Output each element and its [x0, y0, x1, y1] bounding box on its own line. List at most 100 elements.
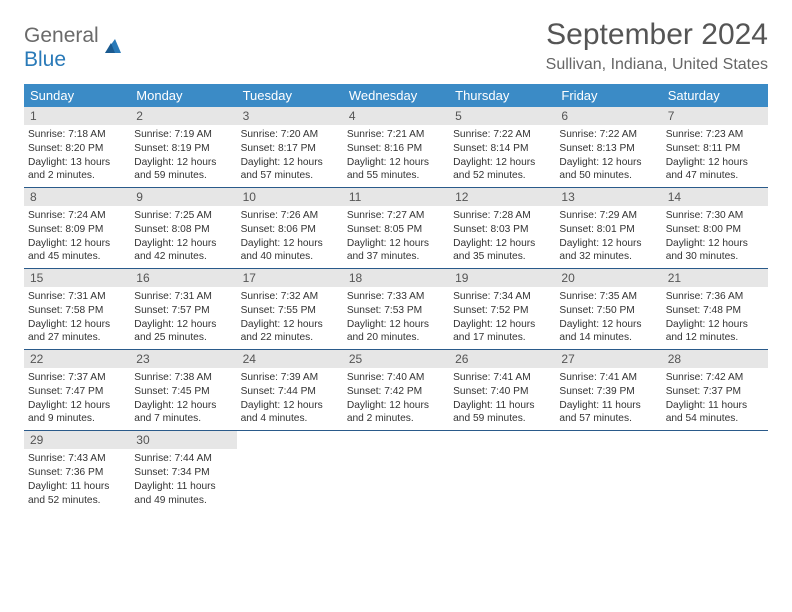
- sunrise-text: Sunrise: 7:42 AM: [666, 371, 764, 385]
- daylight-text: Daylight: 12 hours and 17 minutes.: [453, 318, 551, 346]
- daylight-text: Daylight: 12 hours and 35 minutes.: [453, 237, 551, 265]
- empty-cell: [343, 431, 449, 511]
- sunset-text: Sunset: 7:52 PM: [453, 304, 551, 318]
- daylight-text: Daylight: 11 hours and 57 minutes.: [559, 399, 657, 427]
- day-cell: 26Sunrise: 7:41 AMSunset: 7:40 PMDayligh…: [449, 350, 555, 430]
- sunset-text: Sunset: 7:48 PM: [666, 304, 764, 318]
- sunset-text: Sunset: 8:19 PM: [134, 142, 232, 156]
- day-body: Sunrise: 7:39 AMSunset: 7:44 PMDaylight:…: [237, 368, 343, 430]
- day-body: Sunrise: 7:19 AMSunset: 8:19 PMDaylight:…: [130, 125, 236, 187]
- day-number: 5: [449, 107, 555, 125]
- day-body: Sunrise: 7:25 AMSunset: 8:08 PMDaylight:…: [130, 206, 236, 268]
- day-body: Sunrise: 7:21 AMSunset: 8:16 PMDaylight:…: [343, 125, 449, 187]
- day-number: 28: [662, 350, 768, 368]
- day-cell: 18Sunrise: 7:33 AMSunset: 7:53 PMDayligh…: [343, 269, 449, 349]
- day-header-saturday: Saturday: [662, 84, 768, 107]
- sunrise-text: Sunrise: 7:33 AM: [347, 290, 445, 304]
- daylight-text: Daylight: 12 hours and 57 minutes.: [241, 156, 339, 184]
- day-cell: 13Sunrise: 7:29 AMSunset: 8:01 PMDayligh…: [555, 188, 661, 268]
- sunset-text: Sunset: 7:37 PM: [666, 385, 764, 399]
- day-body: Sunrise: 7:38 AMSunset: 7:45 PMDaylight:…: [130, 368, 236, 430]
- week-row: 8Sunrise: 7:24 AMSunset: 8:09 PMDaylight…: [24, 188, 768, 269]
- sunrise-text: Sunrise: 7:43 AM: [28, 452, 126, 466]
- daylight-text: Daylight: 12 hours and 37 minutes.: [347, 237, 445, 265]
- day-number: 20: [555, 269, 661, 287]
- sunrise-text: Sunrise: 7:22 AM: [453, 128, 551, 142]
- day-cell: 29Sunrise: 7:43 AMSunset: 7:36 PMDayligh…: [24, 431, 130, 511]
- sunrise-text: Sunrise: 7:37 AM: [28, 371, 126, 385]
- daylight-text: Daylight: 12 hours and 27 minutes.: [28, 318, 126, 346]
- day-cell: 22Sunrise: 7:37 AMSunset: 7:47 PMDayligh…: [24, 350, 130, 430]
- empty-cell: [662, 431, 768, 511]
- sunset-text: Sunset: 7:58 PM: [28, 304, 126, 318]
- sunset-text: Sunset: 7:36 PM: [28, 466, 126, 480]
- daylight-text: Daylight: 12 hours and 55 minutes.: [347, 156, 445, 184]
- sunset-text: Sunset: 8:14 PM: [453, 142, 551, 156]
- day-body: Sunrise: 7:42 AMSunset: 7:37 PMDaylight:…: [662, 368, 768, 430]
- day-number: 13: [555, 188, 661, 206]
- week-row: 29Sunrise: 7:43 AMSunset: 7:36 PMDayligh…: [24, 431, 768, 511]
- day-body: Sunrise: 7:22 AMSunset: 8:14 PMDaylight:…: [449, 125, 555, 187]
- day-number: 18: [343, 269, 449, 287]
- day-body: Sunrise: 7:22 AMSunset: 8:13 PMDaylight:…: [555, 125, 661, 187]
- day-number: 2: [130, 107, 236, 125]
- sunrise-text: Sunrise: 7:35 AM: [559, 290, 657, 304]
- daylight-text: Daylight: 11 hours and 49 minutes.: [134, 480, 232, 508]
- day-cell: 14Sunrise: 7:30 AMSunset: 8:00 PMDayligh…: [662, 188, 768, 268]
- sunset-text: Sunset: 8:03 PM: [453, 223, 551, 237]
- daylight-text: Daylight: 12 hours and 32 minutes.: [559, 237, 657, 265]
- day-number: 30: [130, 431, 236, 449]
- sunset-text: Sunset: 7:53 PM: [347, 304, 445, 318]
- month-title: September 2024: [546, 18, 768, 52]
- day-cell: 9Sunrise: 7:25 AMSunset: 8:08 PMDaylight…: [130, 188, 236, 268]
- daylight-text: Daylight: 12 hours and 40 minutes.: [241, 237, 339, 265]
- daylight-text: Daylight: 12 hours and 47 minutes.: [666, 156, 764, 184]
- sunrise-text: Sunrise: 7:27 AM: [347, 209, 445, 223]
- day-body: Sunrise: 7:32 AMSunset: 7:55 PMDaylight:…: [237, 287, 343, 349]
- day-body: Sunrise: 7:41 AMSunset: 7:39 PMDaylight:…: [555, 368, 661, 430]
- sunset-text: Sunset: 8:13 PM: [559, 142, 657, 156]
- day-cell: 5Sunrise: 7:22 AMSunset: 8:14 PMDaylight…: [449, 107, 555, 187]
- sunrise-text: Sunrise: 7:36 AM: [666, 290, 764, 304]
- day-number: 7: [662, 107, 768, 125]
- daylight-text: Daylight: 12 hours and 22 minutes.: [241, 318, 339, 346]
- day-number: 4: [343, 107, 449, 125]
- header: General Blue September 2024 Sullivan, In…: [24, 18, 768, 74]
- day-number: 24: [237, 350, 343, 368]
- day-body: Sunrise: 7:36 AMSunset: 7:48 PMDaylight:…: [662, 287, 768, 349]
- day-cell: 2Sunrise: 7:19 AMSunset: 8:19 PMDaylight…: [130, 107, 236, 187]
- sunrise-text: Sunrise: 7:20 AM: [241, 128, 339, 142]
- day-number: 10: [237, 188, 343, 206]
- sunset-text: Sunset: 7:55 PM: [241, 304, 339, 318]
- day-number: 23: [130, 350, 236, 368]
- day-number: 3: [237, 107, 343, 125]
- sunset-text: Sunset: 8:05 PM: [347, 223, 445, 237]
- day-cell: 28Sunrise: 7:42 AMSunset: 7:37 PMDayligh…: [662, 350, 768, 430]
- day-body: Sunrise: 7:26 AMSunset: 8:06 PMDaylight:…: [237, 206, 343, 268]
- daylight-text: Daylight: 11 hours and 52 minutes.: [28, 480, 126, 508]
- day-cell: 15Sunrise: 7:31 AMSunset: 7:58 PMDayligh…: [24, 269, 130, 349]
- day-header-wednesday: Wednesday: [343, 84, 449, 107]
- sunrise-text: Sunrise: 7:29 AM: [559, 209, 657, 223]
- daylight-text: Daylight: 12 hours and 12 minutes.: [666, 318, 764, 346]
- day-number: 25: [343, 350, 449, 368]
- logo: General Blue: [24, 18, 125, 72]
- sunset-text: Sunset: 7:39 PM: [559, 385, 657, 399]
- day-cell: 1Sunrise: 7:18 AMSunset: 8:20 PMDaylight…: [24, 107, 130, 187]
- day-cell: 30Sunrise: 7:44 AMSunset: 7:34 PMDayligh…: [130, 431, 236, 511]
- sunrise-text: Sunrise: 7:41 AM: [453, 371, 551, 385]
- day-body: Sunrise: 7:24 AMSunset: 8:09 PMDaylight:…: [24, 206, 130, 268]
- sunset-text: Sunset: 7:44 PM: [241, 385, 339, 399]
- day-cell: 25Sunrise: 7:40 AMSunset: 7:42 PMDayligh…: [343, 350, 449, 430]
- day-cell: 3Sunrise: 7:20 AMSunset: 8:17 PMDaylight…: [237, 107, 343, 187]
- day-body: Sunrise: 7:27 AMSunset: 8:05 PMDaylight:…: [343, 206, 449, 268]
- sunrise-text: Sunrise: 7:31 AM: [28, 290, 126, 304]
- day-body: Sunrise: 7:30 AMSunset: 8:00 PMDaylight:…: [662, 206, 768, 268]
- sunrise-text: Sunrise: 7:38 AM: [134, 371, 232, 385]
- daylight-text: Daylight: 12 hours and 45 minutes.: [28, 237, 126, 265]
- day-cell: 21Sunrise: 7:36 AMSunset: 7:48 PMDayligh…: [662, 269, 768, 349]
- sunset-text: Sunset: 8:00 PM: [666, 223, 764, 237]
- daylight-text: Daylight: 12 hours and 2 minutes.: [347, 399, 445, 427]
- day-header-thursday: Thursday: [449, 84, 555, 107]
- day-body: Sunrise: 7:20 AMSunset: 8:17 PMDaylight:…: [237, 125, 343, 187]
